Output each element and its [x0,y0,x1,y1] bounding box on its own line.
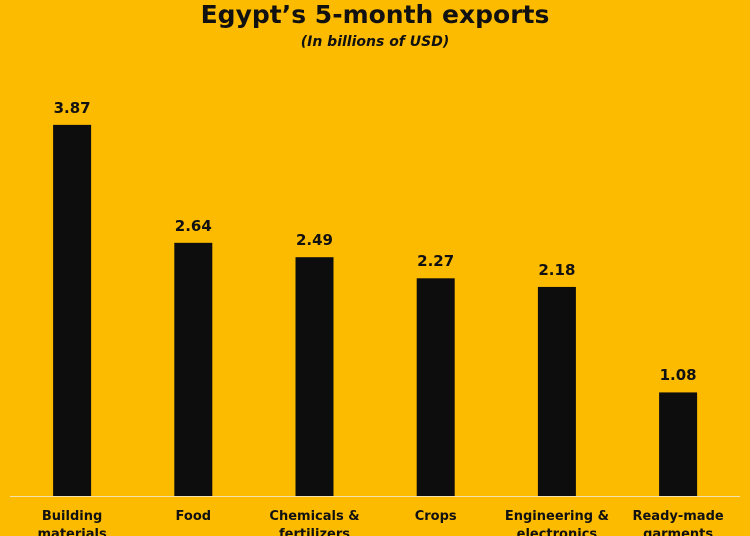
bar [174,242,213,496]
bar [295,257,334,496]
value-label: 3.87 [53,98,91,117]
x-tick-label: Ready-made garments [632,509,724,536]
x-tick-label: Food [175,509,212,524]
value-label: 2.64 [174,216,212,235]
bar [416,278,455,496]
bar [537,286,576,496]
x-tick-label: Chemicals & fertilizers [269,509,360,536]
chart-title: Egypt’s 5-month exports [200,0,550,29]
x-tick-label: Engineering & electronics [504,509,609,536]
value-label: 2.49 [295,231,333,250]
bar [53,124,92,496]
value-label: 2.27 [417,252,455,271]
x-tick-label: Building materials [37,509,107,536]
chart-subtitle: (In billions of USD) [300,34,450,50]
bar [659,392,698,496]
x-tick-label: Crops [414,509,457,524]
value-label: 2.18 [538,260,576,279]
value-label: 1.08 [659,366,697,385]
